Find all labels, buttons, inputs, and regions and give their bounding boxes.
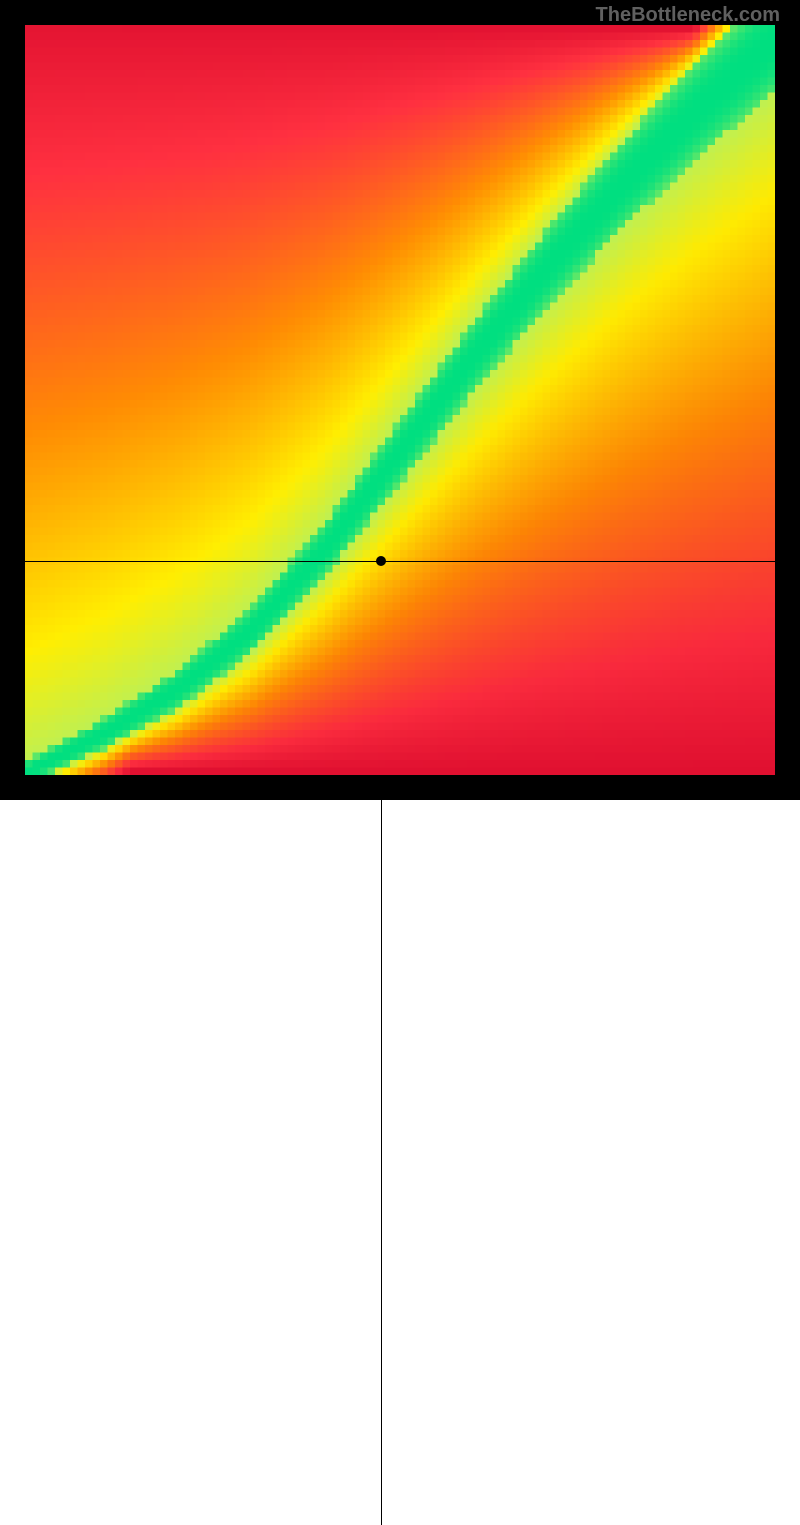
crosshair-horizontal xyxy=(25,561,775,562)
chart-container: TheBottleneck.com xyxy=(0,0,800,800)
crosshair-vertical xyxy=(381,775,382,1525)
watermark-text: TheBottleneck.com xyxy=(596,4,780,27)
plot-area xyxy=(25,25,775,775)
heatmap-canvas xyxy=(25,25,775,775)
crosshair-marker xyxy=(376,556,386,566)
